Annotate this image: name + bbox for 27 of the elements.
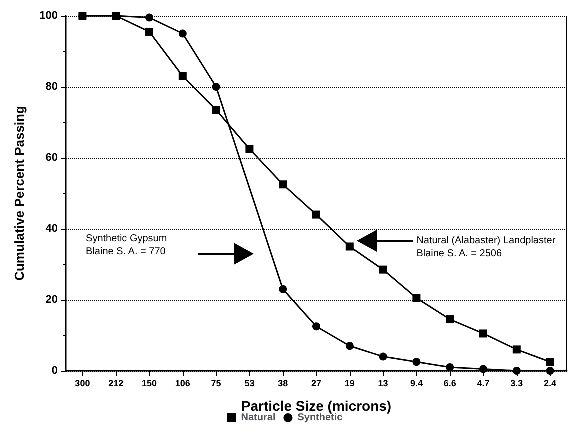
x-tick-label: 212	[108, 378, 124, 388]
y-tick-label: 80	[46, 81, 58, 93]
x-tick-label: 27	[311, 378, 322, 388]
x-tick-label: 53	[244, 378, 255, 388]
x-tick-label: 13	[378, 378, 388, 388]
y-tick-label: 0	[52, 365, 58, 377]
x-tick-label: 9.4	[410, 378, 423, 388]
y-tick-label: 20	[46, 294, 58, 306]
y-tick-label: 100	[40, 10, 58, 22]
x-tick-label: 6.6	[444, 378, 456, 388]
y-tick-label: 40	[46, 223, 58, 235]
y-axis-title: Cumulative Percent Passing	[12, 106, 27, 281]
annotation: Synthetic Gypsum Blaine S. A. = 770	[86, 234, 168, 258]
legend-label: Natural	[241, 412, 276, 424]
x-tick-label: 3.3	[510, 378, 524, 388]
x-tick-label: 75	[211, 378, 222, 388]
x-axis-title: Particle Size (microns)	[241, 398, 392, 414]
x-tick-label: 150	[142, 378, 158, 388]
x-tick-label: 106	[175, 378, 190, 388]
x-tick-label: 4.7	[477, 378, 490, 388]
x-tick-label: 2.4	[544, 378, 557, 388]
x-tick-label: 19	[344, 378, 355, 388]
x-tick-label: 38	[278, 378, 288, 388]
annotation: Natural (Alabaster) Landplaster Blaine S. A. = 2506	[416, 235, 556, 260]
y-tick-label: 60	[46, 152, 58, 164]
legend-label: Synthetic	[298, 412, 344, 424]
x-tick-label: 300	[75, 378, 90, 388]
